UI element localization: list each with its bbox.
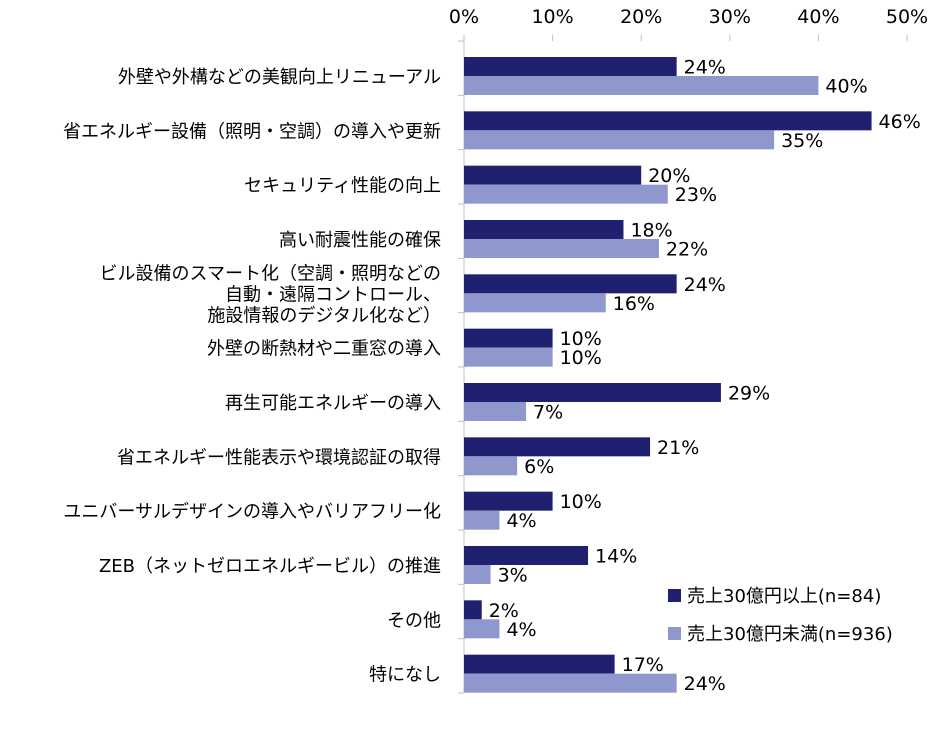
- bar-large-company: [464, 654, 615, 674]
- category-label-line: その他: [387, 610, 441, 631]
- category-label: 省エネルギー性能表示や環境認証の取得: [117, 447, 441, 468]
- bar-small-company: [464, 619, 500, 639]
- bar-large-company: [464, 328, 553, 348]
- data-label: 10%: [560, 347, 602, 369]
- data-label: 4%: [506, 510, 536, 532]
- bar-small-company: [464, 510, 500, 530]
- category-label-line: 再生可能エネルギーの導入: [225, 393, 441, 414]
- data-label: 29%: [728, 383, 770, 405]
- bar-large-company: [464, 274, 677, 294]
- data-label: 2%: [489, 600, 519, 622]
- x-tick-label: 0%: [449, 6, 479, 28]
- category-label: 再生可能エネルギーの導入: [225, 393, 441, 414]
- data-label: 18%: [630, 220, 672, 242]
- bar-large-company: [464, 600, 482, 620]
- data-label: 10%: [560, 328, 602, 350]
- x-tick-label: 30%: [709, 6, 751, 28]
- data-label: 6%: [524, 456, 554, 478]
- bar-small-company: [464, 456, 518, 476]
- bar-small-company: [464, 239, 659, 258]
- category-label-line: ZEB（ネットゼロエネルギービル）の推進: [99, 556, 441, 577]
- data-label: 17%: [622, 654, 664, 676]
- data-label: 20%: [648, 165, 690, 187]
- bar-small-company: [464, 402, 527, 421]
- legend-label: 売上30億円以上(n=84): [687, 586, 881, 607]
- bar-large-company: [464, 437, 651, 457]
- bar-small-company: [464, 565, 491, 584]
- legend-label: 売上30億円未満(n=936): [687, 624, 893, 645]
- bar-large-company: [464, 111, 872, 131]
- category-label: 外壁の断熱材や二重窓の導入: [207, 339, 441, 360]
- data-label: 14%: [595, 546, 637, 568]
- category-label-line: 自動・遠隔コントロール、: [225, 284, 441, 305]
- category-label-line: 省エネルギー性能表示や環境認証の取得: [117, 447, 441, 468]
- x-tick-label: 50%: [886, 6, 928, 28]
- x-tick-label: 40%: [797, 6, 839, 28]
- x-tick-label: 20%: [620, 6, 662, 28]
- category-label-line: セキュリティ性能の向上: [244, 176, 441, 197]
- category-label-line: 省エネルギー設備（照明・空調）の導入や更新: [63, 121, 441, 142]
- bar-small-company: [464, 293, 606, 313]
- bar-small-company: [464, 130, 775, 150]
- category-label: ユニバーサルデザインの導入やバリアフリー化: [63, 502, 441, 523]
- data-label: 24%: [684, 57, 726, 79]
- category-label: その他: [387, 610, 441, 631]
- x-tick-label: 10%: [531, 6, 573, 28]
- bar-large-company: [464, 383, 721, 402]
- category-label-line: 外壁の断熱材や二重窓の導入: [207, 339, 441, 360]
- bar-large-company: [464, 491, 553, 511]
- category-label-line: 外壁や外構などの美観向上リニューアル: [118, 67, 441, 88]
- category-label: ZEB（ネットゼロエネルギービル）の推進: [99, 556, 441, 577]
- data-label: 16%: [613, 293, 655, 315]
- data-label: 46%: [879, 111, 921, 133]
- bar-large-company: [464, 220, 624, 239]
- data-label: 24%: [684, 274, 726, 296]
- data-label: 23%: [675, 184, 717, 206]
- category-label: 特になし: [369, 665, 441, 686]
- bar-large-company: [464, 57, 677, 76]
- category-label-line: 特になし: [369, 665, 441, 686]
- legend-swatch: [668, 627, 681, 640]
- data-label: 40%: [825, 76, 867, 98]
- legend-swatch: [668, 589, 681, 602]
- bar-large-company: [464, 165, 642, 185]
- category-label-line: ビル設備のスマート化（空調・照明などの: [100, 263, 441, 284]
- data-label: 21%: [657, 437, 699, 459]
- data-label: 10%: [560, 491, 602, 513]
- bar-small-company: [464, 184, 668, 204]
- category-label: 外壁や外構などの美観向上リニューアル: [118, 67, 441, 88]
- data-label: 24%: [684, 673, 726, 695]
- bar-small-company: [464, 347, 553, 367]
- category-label: セキュリティ性能の向上: [244, 176, 441, 197]
- bar-large-company: [464, 546, 589, 565]
- category-label-line: 施設情報のデジタル化など）: [207, 305, 441, 326]
- category-label-line: 高い耐震性能の確保: [279, 230, 441, 251]
- category-label: 省エネルギー設備（照明・空調）の導入や更新: [63, 121, 441, 142]
- data-label: 3%: [498, 565, 528, 587]
- data-label: 35%: [781, 130, 823, 152]
- category-label: ビル設備のスマート化（空調・照明などの自動・遠隔コントロール、施設情報のデジタル…: [100, 263, 441, 326]
- category-label-line: ユニバーサルデザインの導入やバリアフリー化: [63, 502, 441, 523]
- data-label: 4%: [506, 619, 536, 641]
- category-label: 高い耐震性能の確保: [279, 230, 441, 251]
- bar-small-company: [464, 673, 677, 693]
- data-label: 22%: [666, 239, 708, 261]
- data-label: 7%: [533, 402, 563, 424]
- bar-small-company: [464, 76, 819, 95]
